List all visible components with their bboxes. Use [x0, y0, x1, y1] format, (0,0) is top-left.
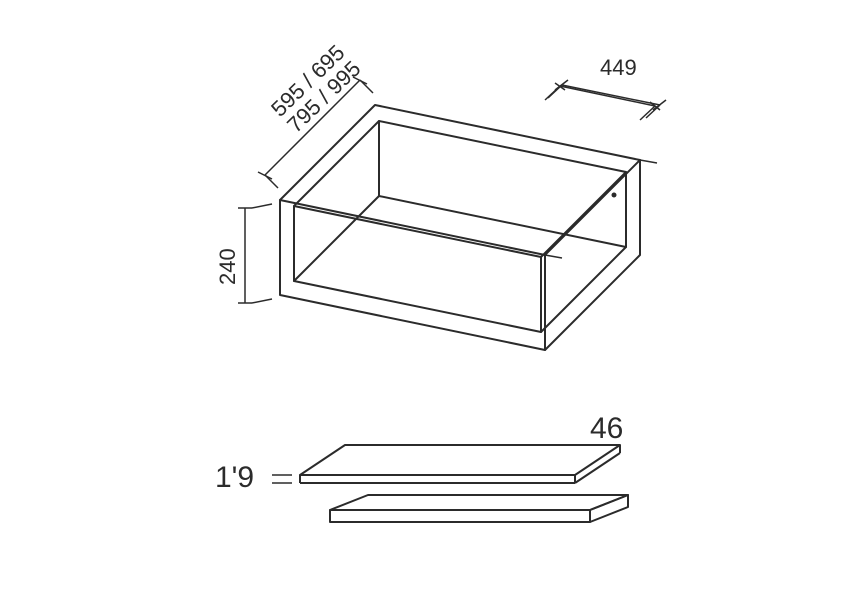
diagram-canvas: 449 595 / 695 795 / 995 240	[0, 0, 865, 600]
dim-depth-label: 449	[600, 55, 637, 80]
dim-shelf-thickness	[272, 475, 292, 483]
dim-height-label: 240	[215, 248, 240, 285]
dim-shelf-thickness-label: 1'9	[215, 461, 254, 494]
dim-height	[238, 204, 272, 303]
box-isometric	[280, 105, 640, 350]
dim-depth	[545, 83, 660, 258]
shelf-group	[300, 445, 628, 522]
dim-shelf-depth-label: 46	[590, 412, 623, 445]
drawing-svg: 449 595 / 695 795 / 995 240	[0, 0, 865, 600]
